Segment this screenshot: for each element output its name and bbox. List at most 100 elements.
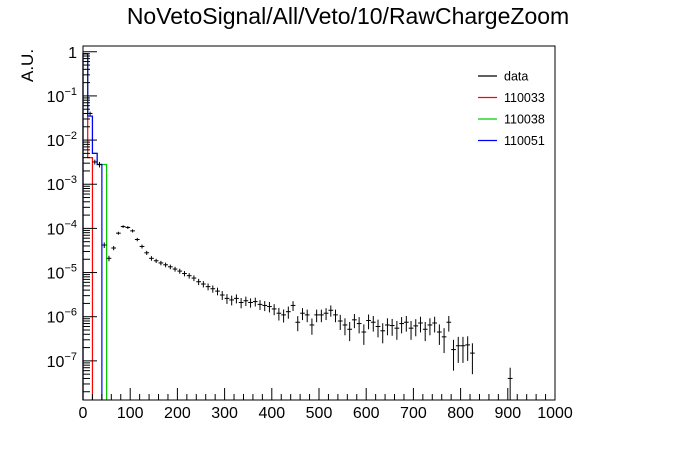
data-point	[356, 317, 362, 334]
data-point	[465, 336, 471, 361]
data-point	[267, 302, 272, 313]
data-point	[238, 298, 244, 309]
data-point	[139, 244, 145, 249]
data-point	[101, 242, 107, 248]
data-point	[389, 318, 395, 336]
data-point	[437, 324, 442, 345]
x-tick-label: 0	[79, 405, 88, 422]
data-point	[380, 323, 386, 344]
data-point	[309, 318, 315, 335]
data-point	[352, 314, 357, 329]
data-point	[276, 307, 282, 321]
data-point	[285, 306, 291, 319]
data-point	[182, 271, 187, 277]
x-tick-label: 800	[447, 405, 474, 422]
y-tick-label: 10−3	[47, 174, 77, 194]
series-layer	[82, 53, 513, 400]
data-point	[328, 305, 334, 317]
data-point	[432, 316, 437, 333]
data-point	[418, 316, 423, 333]
legend-item: data	[478, 70, 528, 84]
data-point	[224, 294, 230, 304]
data-point	[111, 245, 117, 251]
x-tick-label: 900	[494, 405, 521, 422]
data-point	[403, 315, 409, 332]
data-point	[446, 315, 452, 332]
data-point	[191, 275, 197, 282]
data-point	[370, 315, 376, 332]
data-point	[196, 278, 201, 286]
data-point	[153, 258, 159, 263]
x-tick-label: 100	[117, 405, 144, 422]
data-point	[201, 281, 206, 288]
legend-label: 110051	[504, 134, 545, 148]
data-point	[300, 308, 305, 321]
data-point	[451, 339, 456, 371]
data-point	[507, 367, 513, 400]
legend-item: 110051	[478, 134, 545, 148]
legend-item: 110033	[478, 91, 545, 105]
data-point	[158, 260, 164, 266]
x-axis: 0 100 200 300 400 500 600 700 800 900 1000	[79, 388, 573, 422]
y-tick-label: 1	[68, 45, 77, 62]
data-point	[215, 287, 220, 296]
legend: data 110033 110038 110051	[478, 70, 545, 148]
y-axis-label: A.U.	[18, 49, 37, 82]
y-tick-label: 10−4	[47, 218, 77, 238]
legend-item: 110038	[478, 113, 545, 127]
data-point	[337, 314, 343, 331]
chart-title: NoVetoSignal/All/Veto/10/RawChargeZoom	[127, 3, 569, 29]
data-point	[172, 266, 178, 272]
legend-label: 110033	[504, 91, 545, 105]
y-tick-label: 10−2	[47, 130, 77, 150]
y-axis: 10−7 10−6 10−5 10−4 10−3 10−2 10−1 1	[47, 45, 97, 393]
data-point	[120, 225, 126, 229]
data-point	[210, 285, 216, 293]
data-point	[243, 296, 249, 306]
data-point	[375, 319, 381, 338]
x-tick-label: 300	[211, 405, 238, 422]
data-point	[106, 255, 112, 262]
data-point	[257, 300, 263, 310]
data-point	[271, 304, 277, 316]
data-point	[441, 328, 447, 354]
data-point	[413, 319, 419, 337]
data-point	[470, 343, 475, 375]
x-tick-label: 600	[353, 405, 380, 422]
data-point	[314, 309, 319, 323]
data-point	[319, 309, 324, 323]
data-point	[97, 161, 102, 168]
data-point	[186, 273, 192, 279]
data-point	[304, 309, 310, 323]
plot-frame	[82, 45, 556, 401]
y-tick-label: 10−6	[47, 307, 77, 327]
data-point	[167, 264, 173, 270]
data-point	[347, 321, 353, 342]
data-point	[125, 226, 131, 229]
legend-label: 110038	[504, 113, 545, 127]
y-tick-label: 10−5	[47, 263, 77, 283]
data-point	[422, 321, 428, 342]
data-point	[361, 324, 367, 345]
data-point	[333, 309, 338, 323]
data-point	[163, 262, 168, 268]
data-point	[427, 318, 433, 336]
x-tick-label: 400	[258, 405, 285, 422]
data-point	[262, 301, 268, 312]
data-point	[385, 318, 390, 336]
data-point	[234, 294, 239, 304]
data-point	[134, 237, 140, 242]
data-point	[229, 295, 235, 306]
data-point	[177, 268, 183, 274]
data-point	[149, 256, 154, 261]
data-point	[455, 336, 461, 363]
data-point	[144, 250, 150, 255]
x-tick-label: 700	[400, 405, 427, 422]
data-point	[323, 308, 329, 321]
data-point	[295, 316, 301, 332]
x-tick-label: 200	[164, 405, 191, 422]
data-point	[460, 336, 466, 363]
data-point	[342, 318, 348, 336]
data-point	[252, 297, 258, 307]
